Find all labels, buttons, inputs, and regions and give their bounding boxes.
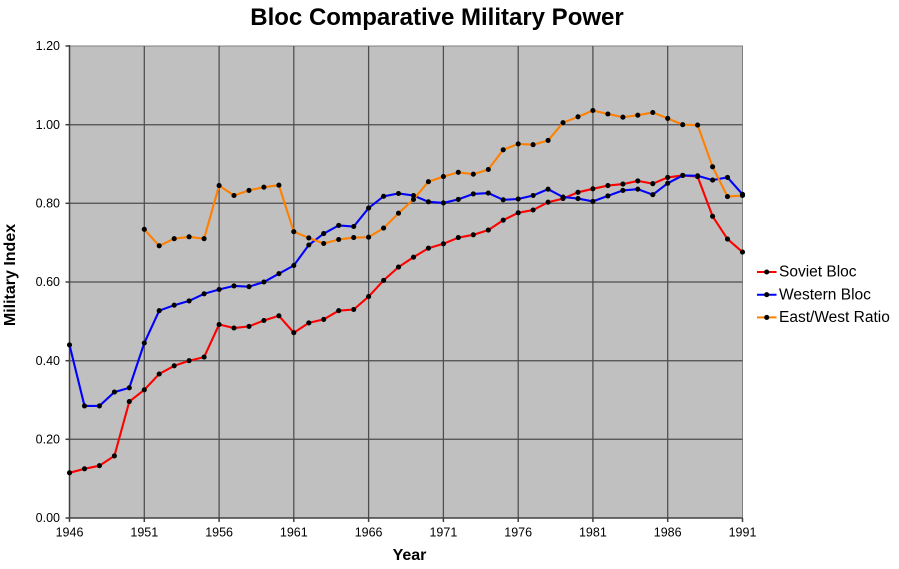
svg-text:1.00: 1.00 xyxy=(36,118,60,132)
svg-text:Soviet Bloc: Soviet Bloc xyxy=(779,264,857,281)
svg-text:1976: 1976 xyxy=(504,526,532,540)
svg-text:1.20: 1.20 xyxy=(36,39,60,53)
svg-text:0.80: 0.80 xyxy=(36,197,60,211)
svg-text:0.60: 0.60 xyxy=(36,275,60,289)
svg-text:Year: Year xyxy=(393,547,427,564)
svg-text:1966: 1966 xyxy=(355,526,383,540)
svg-text:Bloc Comparative Military Powe: Bloc Comparative Military Power xyxy=(250,4,623,31)
svg-text:0.00: 0.00 xyxy=(36,511,60,525)
svg-text:1946: 1946 xyxy=(56,526,84,540)
svg-text:1971: 1971 xyxy=(429,526,457,540)
svg-text:1956: 1956 xyxy=(205,526,233,540)
svg-text:0.40: 0.40 xyxy=(36,354,60,368)
svg-text:1991: 1991 xyxy=(729,526,757,540)
svg-text:1986: 1986 xyxy=(654,526,682,540)
svg-text:1981: 1981 xyxy=(579,526,607,540)
svg-text:1961: 1961 xyxy=(280,526,308,540)
svg-text:Military Index: Military Index xyxy=(2,224,19,326)
svg-text:East/West Ratio: East/West Ratio xyxy=(779,309,890,326)
svg-text:Western Bloc: Western Bloc xyxy=(779,286,871,303)
svg-text:1951: 1951 xyxy=(130,526,158,540)
svg-text:0.20: 0.20 xyxy=(36,433,60,447)
